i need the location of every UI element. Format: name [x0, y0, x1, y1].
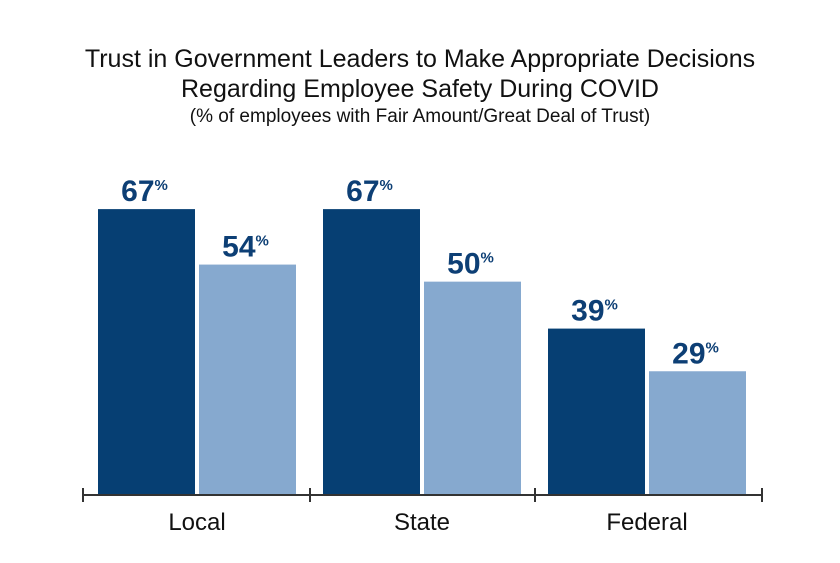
data-label-unit: % — [481, 250, 494, 267]
data-label-local-series-1: 67% — [121, 175, 168, 208]
data-label-unit: % — [155, 177, 168, 194]
bar-state-series-2 — [424, 281, 521, 495]
data-label-local-series-2: 54% — [222, 231, 269, 264]
bars-layer — [98, 209, 746, 495]
bar-state-series-1 — [323, 209, 420, 495]
x-axis: Local State Federal — [82, 488, 763, 536]
data-label-state-series-1: 67% — [346, 175, 393, 208]
chart-title-line-1: Trust in Government Leaders to Make Appr… — [84, 45, 756, 73]
bar-federal-series-2 — [649, 371, 746, 495]
data-label-state-series-2: 50% — [447, 248, 494, 281]
chart-title-line-2: Regarding Employee Safety During COVID — [180, 75, 659, 103]
bar-local-series-2 — [199, 264, 296, 495]
chart-title: Trust in Government Leaders to Make Appr… — [0, 44, 840, 129]
chart-subtitle: (% of employees with Fair Amount/Great D… — [189, 106, 651, 127]
data-label-unit: % — [605, 297, 618, 314]
data-label-unit: % — [380, 177, 393, 194]
data-label-federal-series-1: 39% — [571, 295, 618, 328]
x-tick-label-local: Local — [168, 509, 225, 536]
bar-local-series-1 — [98, 209, 195, 495]
data-label-federal-series-2: 29% — [672, 337, 719, 370]
x-tick-label-federal: Federal — [606, 509, 687, 536]
x-tick-label-state: State — [394, 509, 450, 536]
data-label-unit: % — [706, 339, 719, 356]
data-label-unit: % — [256, 233, 269, 250]
bar-federal-series-1 — [548, 328, 645, 495]
